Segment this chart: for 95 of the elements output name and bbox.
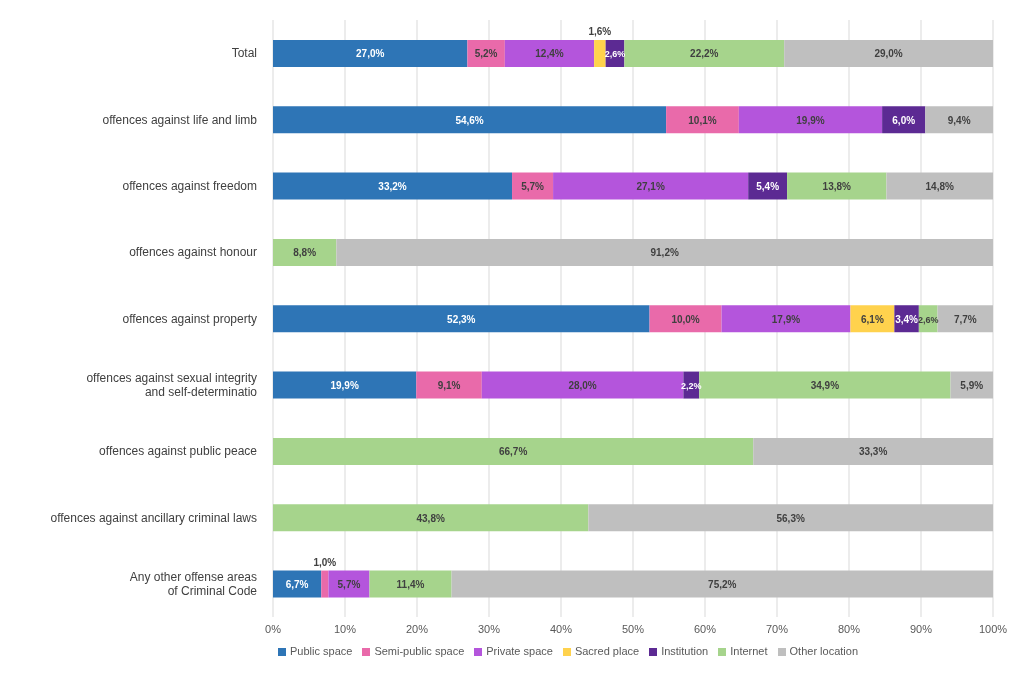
bar (273, 371, 417, 399)
data-label: 10,1% (688, 114, 717, 126)
bar (721, 305, 851, 333)
x-tick-label: 90% (909, 622, 933, 635)
data-label: 43,8% (416, 512, 445, 524)
bar (553, 172, 749, 200)
bar (273, 437, 754, 465)
x-tick-label: 70% (765, 622, 789, 635)
data-label: 1,6% (588, 25, 612, 37)
y-tick-label: offences against freedom (122, 178, 257, 193)
bar (594, 39, 606, 67)
x-tick-label: 10% (333, 622, 357, 635)
y-tick-label: offences against sexual integrity and self-determinatio (86, 370, 258, 399)
y-tick-label: offences against honour (129, 245, 257, 260)
data-label: 52,3% (447, 313, 476, 325)
x-tick-label: 0% (265, 622, 282, 635)
bar (273, 39, 468, 67)
data-label: 6,0% (892, 114, 916, 126)
data-label: 12,4% (535, 48, 564, 60)
bar (588, 504, 993, 532)
data-label: 9,1% (437, 380, 461, 392)
data-label: 5,7% (521, 181, 545, 193)
data-label: 75,2% (708, 579, 737, 591)
data-label: 6,7% (285, 579, 309, 591)
data-label: 5,9% (960, 380, 984, 392)
bar (336, 238, 993, 266)
data-label: 28,0% (568, 380, 597, 392)
data-label: 91,2% (650, 247, 679, 259)
bar (886, 172, 993, 200)
data-label: 10,0% (671, 313, 700, 325)
y-tick-label: offences against life and limb (102, 112, 258, 127)
data-label: 8,8% (293, 247, 317, 259)
bar (624, 39, 785, 67)
data-label: 7,7% (953, 313, 977, 325)
x-tick-label: 30% (477, 622, 501, 635)
bar (273, 238, 337, 266)
data-label: 56,3% (776, 512, 805, 524)
bar (787, 172, 887, 200)
data-label: 19,9% (330, 380, 359, 392)
data-label: 29,0% (874, 48, 903, 60)
y-tick-label: Any other offense areas of Criminal Code (129, 569, 258, 598)
bar (273, 172, 513, 200)
y-tick-label: offences against public peace (99, 444, 258, 459)
bar (273, 504, 589, 532)
legend-label: Public space (290, 645, 353, 657)
data-label: 27,1% (636, 181, 665, 193)
legend-label: Internet (730, 645, 768, 657)
bar (738, 106, 883, 134)
bar (784, 39, 993, 67)
data-label: 5,2% (474, 48, 498, 60)
bar (451, 570, 993, 598)
data-label: 17,9% (771, 313, 801, 325)
legend-label: Semi-public space (374, 645, 465, 657)
data-label: 54,6% (455, 114, 484, 126)
bar (273, 106, 667, 134)
bar (649, 305, 722, 333)
y-tick-label: offences against ancillary criminal laws (50, 510, 257, 525)
bar (273, 570, 322, 598)
data-label: 22,2% (690, 48, 719, 60)
data-label: 34,9% (810, 380, 840, 392)
legend-label: Private space (486, 645, 553, 657)
bar (937, 305, 993, 333)
legend-label: Other location (789, 645, 859, 657)
y-tick-label: Total (231, 46, 257, 61)
bar (273, 305, 650, 333)
bar (925, 106, 993, 134)
legend-label: Institution (661, 645, 709, 657)
data-label: 5,7% (337, 579, 361, 591)
data-label: 14,8% (925, 181, 954, 193)
x-tick-label: 80% (837, 622, 861, 635)
data-label: 13,8% (822, 181, 852, 193)
bar (666, 106, 739, 134)
x-tick-label: 60% (693, 622, 717, 635)
bar (416, 371, 482, 399)
data-label: 6,1% (861, 313, 884, 325)
data-label: 5,4% (756, 181, 780, 193)
x-tick-label: 100% (978, 622, 1008, 635)
data-label: 66,7% (498, 446, 528, 458)
bar (504, 39, 595, 67)
data-label: 27,0% (356, 48, 385, 60)
data-label: 3,4% (895, 313, 919, 325)
y-tick-label: offences against property (122, 311, 257, 326)
bar (753, 437, 993, 465)
x-tick-label: 50% (621, 622, 645, 635)
x-tick-label: 20% (405, 622, 429, 635)
x-tick-label: 40% (549, 622, 573, 635)
data-label: 33,2% (378, 181, 407, 193)
bar (321, 570, 329, 598)
data-label: 1,0% (313, 556, 337, 568)
bar (369, 570, 452, 598)
data-label: 9,4% (947, 114, 971, 126)
data-label: 11,4% (396, 579, 425, 591)
data-label: 33,3% (858, 446, 888, 458)
data-label: 19,9% (796, 114, 825, 126)
legend-label: Sacred place (574, 645, 640, 657)
